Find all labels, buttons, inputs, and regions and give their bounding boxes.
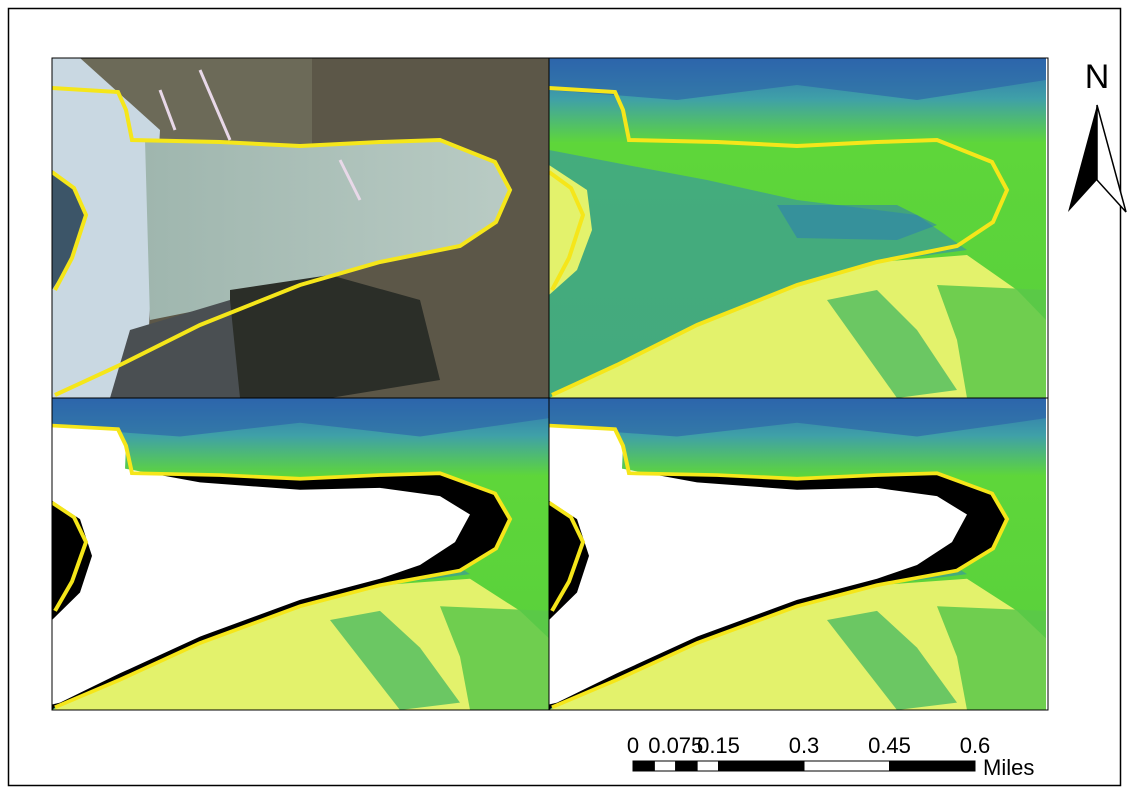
map-figure: N 00.0750.150.30.450.6Miles [0, 0, 1129, 794]
scale-tick-label: 0.45 [868, 733, 911, 758]
scale-tick-label: 0.075 [648, 733, 703, 758]
scale-tick-label: 0.15 [697, 733, 740, 758]
scale-segment [804, 761, 890, 771]
scale-segment [719, 761, 805, 771]
scale-segment [654, 761, 675, 771]
scale-segment [676, 761, 697, 771]
scale-segment [697, 761, 718, 771]
scale-segment [633, 761, 654, 771]
scale-tick-label: 0 [627, 733, 639, 758]
scale-unit: Miles [983, 755, 1034, 780]
panel-classified-a [52, 398, 549, 710]
panel-classified-b [549, 398, 1046, 710]
panel-imagery [52, 58, 549, 398]
north-label: N [1085, 58, 1110, 96]
panel-index [549, 58, 1046, 398]
page: N 00.0750.150.30.450.6Miles (() => { con… [0, 0, 1129, 794]
scale-segment [890, 761, 976, 771]
scale-tick-label: 0.3 [789, 733, 820, 758]
